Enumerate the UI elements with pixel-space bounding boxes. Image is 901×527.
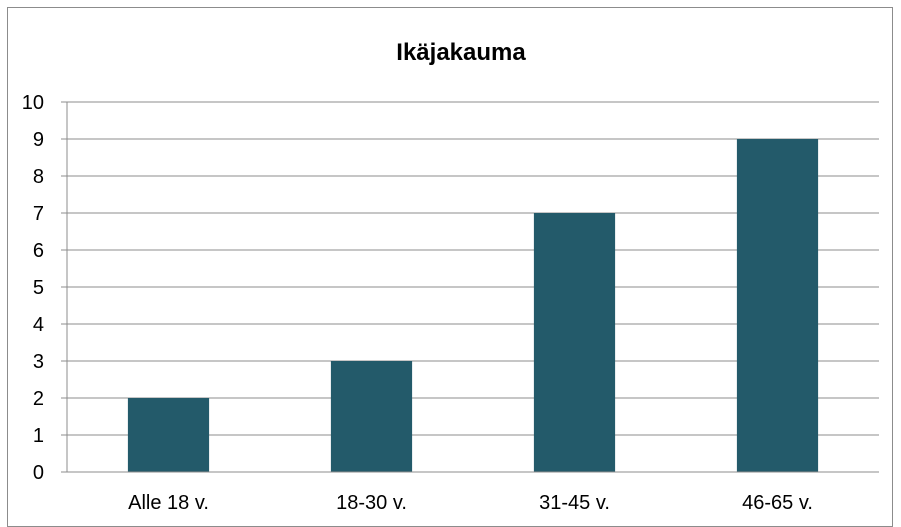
y-tick-label: 5 xyxy=(33,277,44,299)
bar xyxy=(127,398,210,472)
y-axis-tick-labels: 0 1 2 3 4 5 6 7 8 9 10 xyxy=(22,92,44,484)
y-tick-label: 3 xyxy=(33,351,44,373)
y-tick-label: 10 xyxy=(22,92,44,114)
chart-title: Ikäjakauma xyxy=(396,39,526,66)
y-tick-label: 0 xyxy=(33,462,44,484)
bar xyxy=(533,213,616,472)
x-axis-tick-labels: Alle 18 v. 18-30 v. 31-45 v. 46-65 v. xyxy=(128,492,813,514)
bar xyxy=(736,139,819,472)
y-tick-label: 7 xyxy=(33,203,44,225)
y-tick-label: 1 xyxy=(33,425,44,447)
y-tick-label: 6 xyxy=(33,240,44,262)
x-tick-label: 46-65 v. xyxy=(742,492,813,514)
bars xyxy=(127,139,819,472)
x-tick-label: Alle 18 v. xyxy=(128,492,209,514)
y-tick-label: 8 xyxy=(33,166,44,188)
axes xyxy=(61,101,879,473)
y-tick-label: 9 xyxy=(33,129,44,151)
y-tick-label: 2 xyxy=(33,388,44,410)
x-tick-label: 31-45 v. xyxy=(539,492,610,514)
bar xyxy=(330,361,413,472)
x-tick-label: 18-30 v. xyxy=(336,492,407,514)
y-tick-label: 4 xyxy=(33,314,44,336)
